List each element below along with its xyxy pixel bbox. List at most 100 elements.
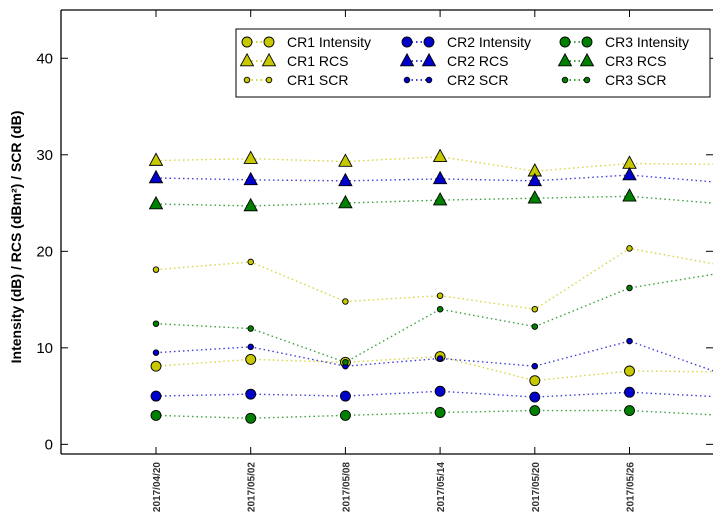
data-point (148, 152, 164, 166)
data-point (152, 320, 160, 327)
legend-marker (421, 52, 437, 67)
data-point (150, 409, 162, 421)
legend-label: CR3 SCR (605, 72, 666, 88)
series-line (155, 247, 713, 310)
data-point (626, 245, 633, 252)
data-point (148, 195, 164, 210)
legend-marker (559, 36, 571, 48)
data-point (245, 353, 257, 365)
data-point (338, 153, 353, 167)
data-point (436, 292, 444, 299)
x-tick-label: 2017/05/08 (341, 462, 352, 512)
legend-label: CR3 Intensity (605, 34, 689, 50)
data-point (529, 391, 541, 403)
legend-label: CR1 Intensity (287, 34, 371, 50)
data-point (531, 362, 539, 370)
data-point (622, 166, 637, 181)
y-tick-label: 30 (36, 147, 53, 164)
data-point (342, 359, 349, 366)
legend-marker (243, 76, 251, 84)
legend-marker (403, 76, 411, 84)
axis-labels: Intensity (dB) / RCS (dBm²) / SCR (dB) (8, 111, 24, 364)
data-point (150, 390, 162, 402)
data-point (247, 258, 254, 266)
series-cr1-scr (152, 245, 713, 313)
data-point (243, 171, 258, 186)
series-cr1-intensity (150, 351, 713, 387)
x-tick-label: 2017/04/20 (152, 462, 163, 512)
legend-marker (401, 36, 413, 48)
data-point (624, 405, 635, 417)
data-point (342, 298, 349, 305)
legend-marker (581, 36, 593, 48)
legend: CR1 Intensity CR2 Intensity CR3 Intensity C… (235, 28, 711, 98)
legend-marker (241, 36, 253, 48)
data-point (432, 148, 448, 162)
data-point (432, 192, 448, 206)
data-point (622, 155, 637, 169)
data-point (434, 407, 446, 418)
data-point (148, 169, 164, 184)
legend-item: CR2 Intensity (401, 34, 531, 50)
legend-label: CR2 Intensity (447, 34, 531, 50)
data-point (529, 375, 541, 387)
legend-marker (579, 52, 595, 67)
data-point (243, 197, 258, 212)
legend-marker (265, 76, 273, 84)
y-tick-label: 10 (36, 340, 53, 357)
legend-label: CR2 RCS (447, 53, 508, 69)
legend-item: CR1 RCS (239, 52, 348, 69)
legend-item: CR3 RCS (557, 52, 666, 69)
y-tick-label: 0 (45, 436, 53, 453)
legend-item: CR2 RCS (399, 52, 508, 69)
data-point (339, 390, 351, 402)
legend-label: CR1 SCR (287, 72, 348, 88)
data-point (338, 172, 353, 187)
legend-box (235, 28, 711, 98)
series-cr1-rcs (148, 148, 713, 177)
legend-item: CR2 SCR (403, 72, 508, 88)
data-point (527, 172, 543, 187)
y-tick-label: 40 (36, 50, 53, 67)
data-point (339, 409, 351, 421)
legend-marker (399, 52, 415, 67)
data-point (529, 405, 541, 417)
y-tick-label: 20 (36, 243, 53, 260)
data-point (436, 355, 444, 362)
legend-marker (423, 36, 435, 48)
data-point (436, 305, 444, 313)
legend-item: CR1 Intensity (241, 34, 371, 50)
legend-label: CR1 RCS (287, 53, 348, 69)
data-point (531, 323, 539, 330)
series-cr2-rcs (148, 166, 713, 187)
y-axis-label: Intensity (dB) / RCS (dBm²) / SCR (dB) (8, 111, 24, 364)
legend-marker (561, 76, 569, 84)
series-cr3-scr (152, 273, 713, 366)
data-point (622, 188, 637, 202)
series-cr3-intensity (150, 405, 713, 424)
legend-item: CR3 Intensity (559, 34, 689, 50)
legend-item: CR3 SCR (561, 72, 666, 88)
x-tick-label: 2017/05/14 (436, 462, 447, 512)
data-point (152, 349, 160, 356)
legend-label: CR3 RCS (605, 53, 666, 69)
legend-item: CR1 SCR (243, 72, 348, 88)
legend-marker (557, 52, 573, 67)
data-point (245, 388, 257, 400)
x-tick-label: 2017/05/02 (247, 462, 258, 512)
legend-marker (261, 52, 277, 67)
series-cr2-intensity (150, 385, 713, 403)
data-point (338, 194, 353, 209)
legend-marker (239, 52, 255, 67)
data-point (624, 365, 635, 377)
data-point (432, 170, 448, 185)
data-point (152, 266, 160, 273)
data-point (624, 386, 635, 398)
legend-marker (425, 76, 433, 84)
data-point (150, 360, 162, 372)
data-point (243, 150, 258, 164)
data-point (626, 284, 633, 292)
data-point (626, 337, 633, 345)
series-cr2-scr (152, 337, 713, 372)
